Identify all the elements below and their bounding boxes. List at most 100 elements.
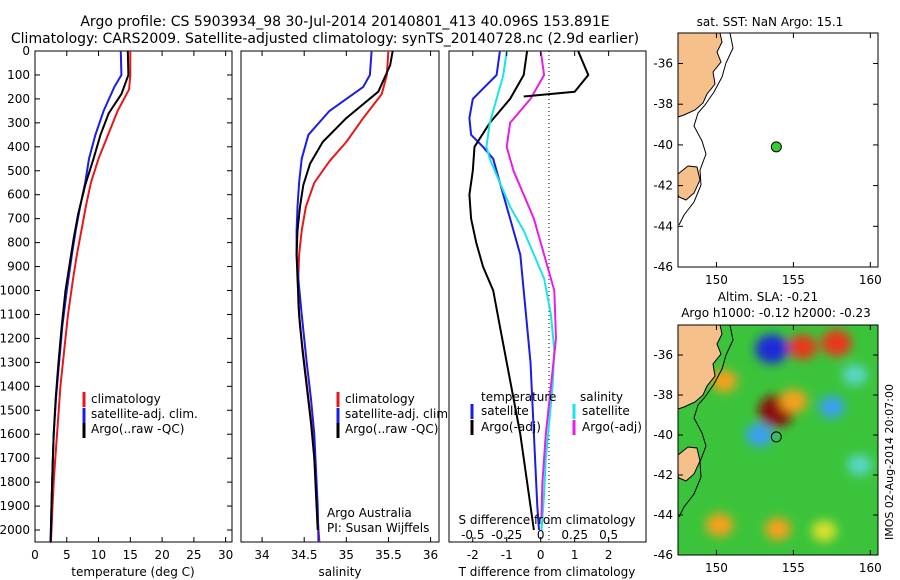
legend-temperature-header: temperature [481,390,556,404]
mainland-australia [678,325,723,410]
depth-ticks: 0 100 200 300 400 500 600 700 800 900 1000 1100 1200… [0,44,646,537]
sla-map-title-line1: Altim. SLA: -0.21 [718,290,818,304]
depth-tick-label: 300 [7,116,30,130]
x-tick-label: 25 [186,548,201,562]
sla-lon-ticks: 150 155 160 [705,325,882,575]
difference-lines [468,50,590,531]
difference-panel: -2 -1 0 1 2 -0.5 -0.25 0 0.25 0.5 S difference f… [448,50,647,579]
argo-position-marker [770,431,782,443]
lon-tick-label: 150 [705,561,728,575]
lat-tick-label: -38 [653,97,673,111]
imos-timestamp: IMOS 02-Aug-2014 20:07:00 [883,384,896,540]
temperature-x-ticks: 0 5 10 15 20 25 30 [31,51,233,562]
sla-anomaly-blob [711,369,738,393]
depth-tick-label: 1900 [0,499,30,513]
x-tick-label: 2 [605,548,613,562]
temperature-axes [34,50,233,543]
depth-tick-label: 100 [7,68,30,82]
lat-tick-label: -46 [653,260,673,274]
x-tick-label: -1 [501,548,513,562]
series-temperature-argo-adj [468,50,535,531]
argo-australia-label: Argo Australia [327,506,412,520]
temperature-legend: climatology satellite-adj. clim. Argo(..… [82,392,198,438]
figure-title-line1: Argo profile: CS 5903934_98 30-Jul-2014 … [80,14,609,30]
depth-tick-label: 1300 [0,355,30,369]
series-temperature-satellite [468,50,540,531]
lat-tick-label: -42 [653,179,673,193]
sst-lat-ticks: -36 -38 -40 -42 -44 -46 [653,57,878,274]
shelf-contour [678,325,734,518]
x-tick-label: 0 [537,548,545,562]
sla-anomaly-blob [842,364,868,386]
temperature-xlabel: temperature (deg C) [71,565,194,579]
depth-tick-label: 1200 [0,331,30,345]
lat-tick-label: -42 [653,468,673,482]
lon-tick-label: 160 [859,273,882,287]
s-tick-label: -0.5 [461,528,484,542]
pi-label: PI: Susan Wijffels [327,521,429,535]
lat-tick-label: -36 [653,57,673,71]
s-difference-label: S difference from climatology [459,513,636,527]
temperature-lines [49,50,132,543]
legend-satellite-label: satellite-adj. clim. [91,407,198,421]
x-tick-label: 15 [123,548,138,562]
x-tick-label: 34 [254,548,269,562]
t-difference-ticks: -2 -1 0 1 2 [467,51,613,562]
s-tick-label: 0 [537,528,545,542]
lat-tick-label: -46 [653,548,673,562]
lon-tick-label: 160 [859,561,882,575]
salinity-lines [295,50,394,543]
depth-tick-label: 0 [22,44,30,58]
sla-anomalies [705,329,872,542]
x-tick-label: 35 [339,548,354,562]
legend-satellite-label: satellite-adj. clim. [345,407,452,421]
argo-position-marker [770,141,782,153]
depth-tick-label: 1500 [0,403,30,417]
series-salinity-argo-adj [505,50,557,519]
s-tick-label: -0.25 [491,528,522,542]
lat-tick-label: -36 [653,348,673,362]
depth-tick-label: 1600 [0,427,30,441]
series-argo-raw-qc [295,50,394,531]
x-tick-label: 20 [154,548,169,562]
sla-map-panel: Altim. SLA: -0.21 Argo h1000: -0.12 h200… [653,290,881,575]
depth-tick-label: 600 [7,188,30,202]
x-tick-label: 0 [31,548,39,562]
salinity-axes [240,50,440,543]
depth-tick-label: 700 [7,212,30,226]
legend-climatology-label: climatology [91,392,161,406]
legend-sal-argo-label: Argo(-adj) [582,420,642,434]
depth-tick-label: 200 [7,92,30,106]
depth-tick-label: 1000 [0,284,30,298]
sla-anomaly-blob [821,329,852,357]
salinity-x-ticks: 34 34.5 35 35.5 36 [254,51,438,562]
sst-map-title: sat. SST: NaN Argo: 15.1 [697,15,844,29]
figure-title-line2: Climatology: CARS2009. Satellite-adjuste… [11,31,639,47]
legend-argo-label: Argo(..raw -QC) [91,422,184,436]
x-tick-label: -2 [467,548,479,562]
sla-anomaly-blob [779,389,808,413]
sla-anomaly-blob [764,517,792,541]
s-tick-label: 0.5 [599,528,618,542]
x-tick-label: 5 [63,548,71,562]
lat-tick-label: -40 [653,138,673,152]
lat-tick-label: -40 [653,428,673,442]
sst-lon-ticks: 150 155 160 [705,33,882,287]
x-tick-label: 10 [91,548,106,562]
legend-argo-label: Argo(..raw -QC) [345,422,438,436]
difference-legend: temperature salinity satellite Argo(-adj… [470,390,642,435]
s-tick-label: 0.25 [561,528,588,542]
sla-lat-ticks: -36 -38 -40 -42 -44 -46 [653,348,878,562]
depth-tick-label: 900 [7,260,30,274]
legend-salinity-header: salinity [580,390,623,404]
legend-temp-argo-label: Argo(-adj) [481,420,541,434]
x-tick-label: 30 [218,548,233,562]
lon-tick-label: 155 [782,273,805,287]
lat-tick-label: -44 [653,508,673,522]
depth-tick-label: 1800 [0,475,30,489]
depth-tick-label: 800 [7,236,30,250]
series-salinity-satellite [485,50,556,531]
x-tick-label: 35.5 [375,548,402,562]
legend-sal-satellite-label: satellite [582,404,630,418]
